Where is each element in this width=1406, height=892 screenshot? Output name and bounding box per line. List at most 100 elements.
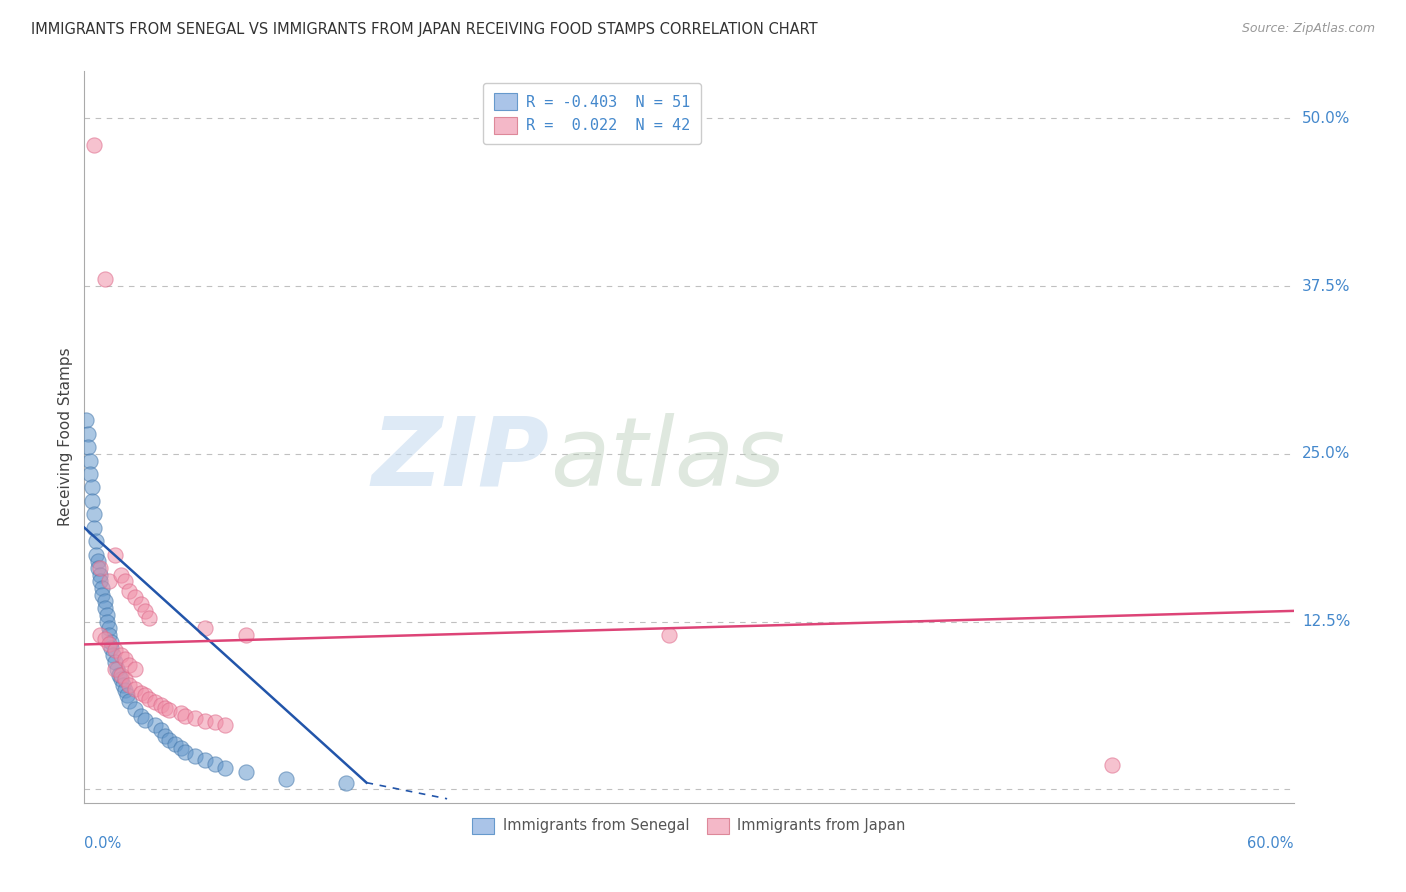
Point [157,732,180,747]
Point [104,642,127,657]
Point [149,723,172,738]
Point [111,678,134,692]
Point [97,637,120,651]
Point [91,588,114,602]
Point [96,615,118,629]
Text: 37.5%: 37.5% [1302,278,1350,293]
Point [124,681,146,696]
Point [93,601,115,615]
Point [107,668,129,682]
Point [104,662,127,676]
Point [79,467,101,481]
Point [174,708,197,723]
Point [96,607,118,622]
Text: 60.0%: 60.0% [1247,836,1294,851]
Point [91,581,114,595]
Point [138,610,160,624]
Point [194,714,217,728]
Point [87,554,110,568]
Point [86,534,108,549]
Point [170,706,193,720]
Text: ZIP: ZIP [373,412,550,506]
Point [114,683,136,698]
Point [124,591,146,605]
Point [89,567,111,582]
Point [97,621,120,635]
Point [134,604,156,618]
Point [129,686,152,700]
Point [658,628,681,642]
Legend: Immigrants from Senegal, Immigrants from Japan: Immigrants from Senegal, Immigrants from… [467,812,911,839]
Point [105,662,128,676]
Point [174,745,197,759]
Text: 0.0%: 0.0% [84,836,121,851]
Point [114,574,136,589]
Point [184,748,207,763]
Point [184,711,207,725]
Point [274,772,297,786]
Point [110,673,132,687]
Point [110,567,132,582]
Point [170,740,193,755]
Text: 50.0%: 50.0% [1302,111,1350,126]
Point [194,621,217,635]
Point [89,628,111,642]
Point [110,648,132,662]
Point [79,453,101,467]
Point [83,138,105,153]
Point [82,493,104,508]
Point [204,715,226,730]
Point [214,718,236,732]
Point [138,692,160,706]
Point [77,426,100,441]
Point [235,764,257,779]
Point [97,574,120,589]
Point [114,673,136,687]
Point [97,628,120,642]
Point [118,694,141,708]
Point [82,480,104,494]
Text: IMMIGRANTS FROM SENEGAL VS IMMIGRANTS FROM JAPAN RECEIVING FOOD STAMPS CORRELATI: IMMIGRANTS FROM SENEGAL VS IMMIGRANTS FR… [31,22,817,37]
Text: 25.0%: 25.0% [1302,446,1350,461]
Point [134,689,156,703]
Point [86,548,108,562]
Point [104,655,127,669]
Text: atlas: atlas [550,412,785,506]
Point [93,632,115,646]
Point [157,703,180,717]
Text: 12.5%: 12.5% [1302,614,1350,629]
Point [77,440,100,454]
Point [110,668,132,682]
Point [153,700,176,714]
Point [214,761,236,775]
Point [89,561,111,575]
Point [100,634,122,648]
Point [93,272,115,286]
Point [194,753,217,767]
Point [83,508,105,522]
Point [335,775,357,789]
Point [204,756,226,771]
Point [124,662,146,676]
Point [93,594,115,608]
Point [143,718,166,732]
Point [153,729,176,743]
Point [89,574,111,589]
Point [143,695,166,709]
Point [114,652,136,666]
Point [235,628,257,642]
Point [118,583,141,598]
Point [87,561,110,575]
Point [149,698,172,712]
Point [1101,758,1123,772]
Point [115,689,138,703]
Point [165,737,187,751]
Text: Source: ZipAtlas.com: Source: ZipAtlas.com [1241,22,1375,36]
Point [124,702,146,716]
Point [134,713,156,727]
Point [104,548,127,562]
Y-axis label: Receiving Food Stamps: Receiving Food Stamps [58,348,73,526]
Point [101,648,124,662]
Point [118,657,141,672]
Point [129,708,152,723]
